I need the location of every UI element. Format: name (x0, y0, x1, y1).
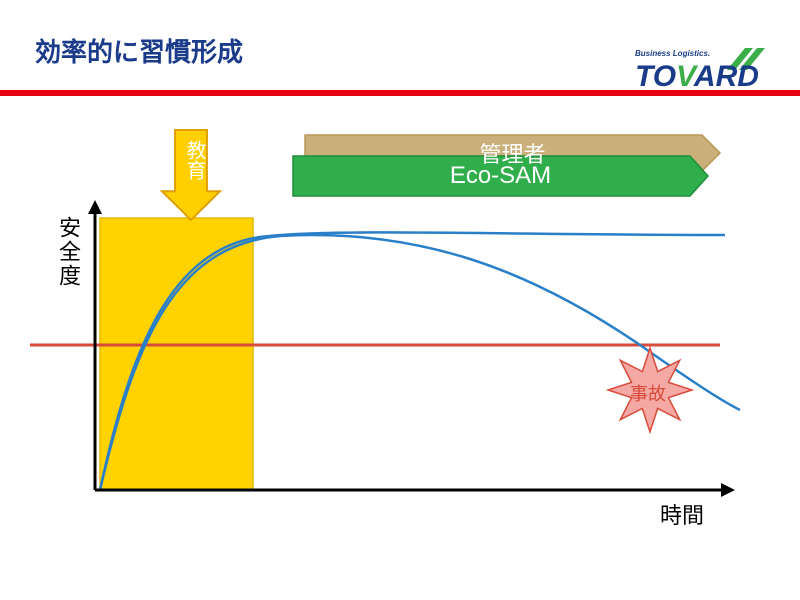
x-axis-arrowhead-icon (721, 483, 735, 497)
y-axis-arrowhead-icon (88, 200, 102, 214)
education-arrow-label: 教育 (180, 140, 209, 180)
x-axis-label: 時間 (660, 498, 704, 530)
eco-sam-banner-label: Eco-SAM (293, 156, 708, 196)
education-period-band (100, 218, 253, 490)
accident-star-label: 事故 (630, 380, 666, 406)
y-axis-label: 安全度 (52, 216, 84, 288)
